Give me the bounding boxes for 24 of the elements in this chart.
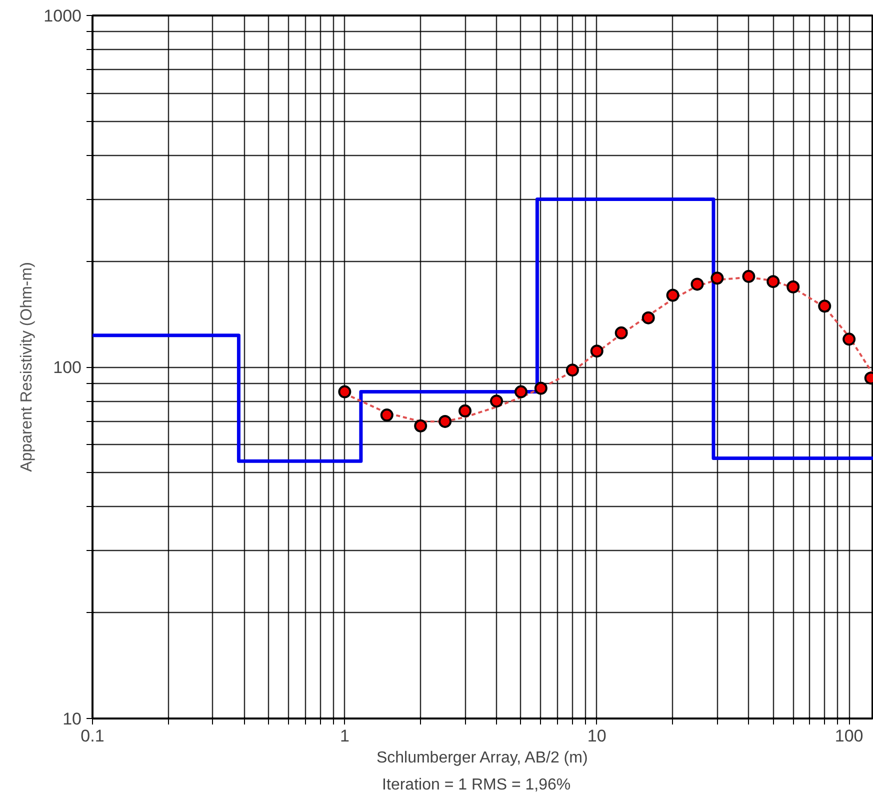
point <box>614 326 628 340</box>
point <box>818 300 832 313</box>
point <box>690 278 704 291</box>
point <box>590 344 604 358</box>
x-tick-label: 100 <box>834 726 864 746</box>
point <box>438 414 452 428</box>
point <box>490 394 504 408</box>
y-axis-title: Apparent Resistivity (Ohm-m) <box>18 262 36 472</box>
y-tick-label: 10 <box>62 710 82 728</box>
point <box>642 311 655 324</box>
point <box>514 385 528 398</box>
x-tick-label: 1 <box>340 726 350 746</box>
x-axis-title: Schlumberger Array, AB/2 (m) <box>376 750 588 766</box>
x-tick-label: 10 <box>587 726 606 746</box>
x-tick-label: 0.1 <box>80 726 104 746</box>
point <box>742 270 756 283</box>
y-tick-label: 1000 <box>44 6 82 26</box>
point <box>566 364 579 377</box>
point <box>414 419 428 432</box>
point <box>842 332 856 346</box>
point <box>766 275 780 288</box>
text: Iteration = 1 RMS = 1,96% <box>382 776 571 794</box>
point <box>666 288 680 302</box>
y-tick-label: 100 <box>53 358 82 377</box>
